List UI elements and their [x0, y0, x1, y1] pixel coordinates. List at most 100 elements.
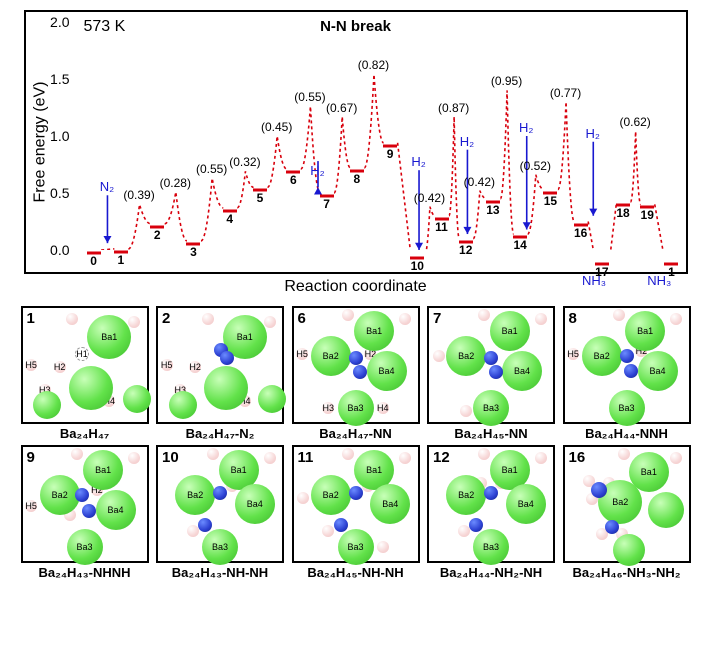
hydrogen-atom — [189, 361, 201, 373]
nitrogen-atom — [624, 364, 638, 378]
barium-atom — [582, 336, 622, 376]
barrier-label: (0.62) — [619, 115, 650, 129]
y-tick: 0.0 — [36, 242, 70, 258]
state-label: 18 — [616, 206, 629, 220]
barium-atom — [258, 385, 286, 413]
hydrogen-atom — [399, 452, 411, 464]
state-label: 0 — [90, 254, 97, 268]
hydrogen-atom — [71, 448, 83, 460]
barrier-label: (0.55) — [294, 90, 325, 104]
barium-atom — [370, 484, 410, 524]
barium-atom — [235, 484, 275, 524]
species-annotation: H₂ — [310, 163, 324, 178]
state-label: 2 — [154, 228, 161, 242]
structure-panel: 12Ba1Ba2Ba4Ba3 — [427, 445, 555, 563]
species-annotation: N₂ — [100, 179, 114, 194]
structure-panel: 7Ba1Ba2Ba4Ba3 — [427, 306, 555, 424]
hydrogen-atom — [433, 350, 445, 362]
barium-atom — [609, 390, 645, 426]
structure-panel: 9H2H5Ba1Ba2Ba4Ba3 — [21, 445, 149, 563]
panel-caption: Ba₂₄H₄₆-NH₃-NH₂ — [563, 565, 691, 580]
panel-number: 2 — [162, 310, 170, 327]
state-label: 9 — [387, 147, 394, 161]
barium-atom — [83, 450, 123, 490]
panel-number: 7 — [433, 310, 441, 327]
hydrogen-atom — [670, 313, 682, 325]
hydrogen-atom — [264, 316, 276, 328]
species-annotation: H₂ — [411, 154, 425, 169]
panel-number: 9 — [27, 449, 35, 466]
barrier-label: (0.42) — [414, 191, 445, 205]
barium-atom — [169, 391, 197, 419]
structure-panel: 1H1H2H3H4H5Ba1 — [21, 306, 149, 424]
species-annotation: NH₃ — [582, 273, 606, 288]
barrier-label: (0.87) — [438, 101, 469, 115]
hydrogen-atom — [342, 448, 354, 460]
nitrogen-atom — [349, 351, 363, 365]
barrier-label: (0.42) — [464, 175, 495, 189]
hydrogen-atom — [54, 361, 66, 373]
barrier-label: (0.55) — [196, 162, 227, 176]
hydrogen-atom — [377, 402, 389, 414]
state-label: 15 — [544, 194, 557, 208]
nitrogen-atom — [489, 365, 503, 379]
state-label: 11 — [435, 220, 448, 234]
barium-atom — [638, 351, 678, 391]
state-label: 8 — [353, 172, 360, 186]
nitrogen-atom — [198, 518, 212, 532]
barrier-label: (0.28) — [160, 176, 191, 190]
panel-caption: Ba₂₄H₄₅-NH-NH — [292, 565, 420, 580]
state-label: 14 — [513, 238, 526, 252]
structure-panel: 16Ba1Ba2 — [563, 445, 691, 563]
barium-atom — [87, 315, 131, 359]
state-label: 12 — [459, 243, 472, 257]
nitrogen-atom — [605, 520, 619, 534]
species-annotation: H₂ — [586, 126, 600, 141]
nitrogen-atom — [82, 504, 96, 518]
barium-atom — [625, 311, 665, 351]
hydrogen-atom — [567, 348, 579, 360]
hydrogen-atom — [399, 313, 411, 325]
hydrogen-atom — [322, 402, 334, 414]
barium-atom — [69, 366, 113, 410]
barium-atom — [648, 492, 684, 528]
panel-caption: Ba₂₄H₄₄-NH₂-NH — [427, 565, 555, 580]
hydrogen-atom — [128, 452, 140, 464]
barrier-label: (0.82) — [358, 58, 389, 72]
hydrogen-atom — [460, 405, 472, 417]
barium-atom — [33, 391, 61, 419]
barium-atom — [40, 475, 80, 515]
panel-caption: Ba₂₄H₄₃-NHNH — [21, 565, 149, 580]
barium-atom — [123, 385, 151, 413]
hydrogen-atom — [535, 313, 547, 325]
barium-atom — [367, 351, 407, 391]
barium-atom — [67, 529, 103, 565]
hydrogen-atom — [618, 448, 630, 460]
barrier-label: (0.45) — [261, 120, 292, 134]
y-tick: 1.0 — [36, 128, 70, 144]
panel-number: 8 — [569, 310, 577, 327]
barium-atom — [311, 475, 351, 515]
energy-profile-chart: Free energy (eV) 573 K N-N break 0.00.51… — [24, 10, 688, 274]
nitrogen-atom — [220, 351, 234, 365]
barium-atom — [338, 390, 374, 426]
plot-area: 0.00.51.01.52.0012(0.39)3(0.28)4(0.55)5(… — [76, 22, 681, 250]
state-label: 4 — [226, 212, 233, 226]
panel-number: 11 — [298, 449, 314, 466]
hydrogen-atom — [187, 525, 199, 537]
structure-panel: 10Ba1Ba2Ba4Ba3 — [156, 445, 284, 563]
structure-panel: 6H5H2H3H4Ba1Ba2Ba4Ba3 — [292, 306, 420, 424]
structure-panel: 2H2H3H4H5Ba1 — [156, 306, 284, 424]
state-label: 7 — [323, 197, 330, 211]
hydrogen-atom — [202, 313, 214, 325]
y-tick: 1.5 — [36, 71, 70, 87]
hydrogen-atom — [613, 309, 625, 321]
barrier-label: (0.32) — [229, 155, 260, 169]
barium-atom — [613, 534, 645, 566]
hydrogen-atom — [322, 525, 334, 537]
hydrogen-atom — [377, 541, 389, 553]
barrier-label: (0.39) — [123, 188, 154, 202]
hydrogen-atom — [25, 500, 37, 512]
hydrogen-atom — [458, 525, 470, 537]
barium-atom — [473, 529, 509, 565]
